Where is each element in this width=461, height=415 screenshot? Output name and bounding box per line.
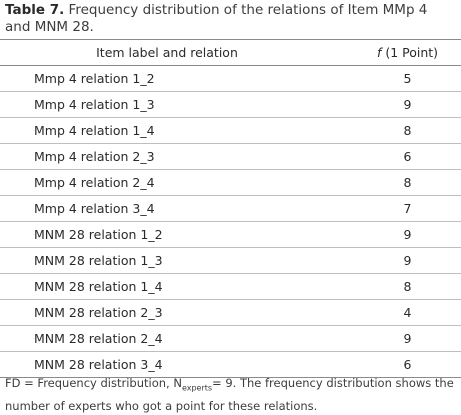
header-frequency-symbol: f xyxy=(376,45,382,60)
header-row: Item label and relation f (1 Point) xyxy=(0,39,461,66)
footnote-subscript: experts xyxy=(181,383,213,393)
relation-cell: Mmp 4 relation 1_2 xyxy=(0,65,334,92)
value-cell: 5 xyxy=(334,65,461,92)
table-row: MNM 28 relation 3_4 6 xyxy=(0,351,461,378)
value-cell: 8 xyxy=(334,169,461,196)
table-caption: Table 7. Frequency distribution of the r… xyxy=(5,2,457,36)
relation-cell: Mmp 4 relation 3_4 xyxy=(0,195,334,222)
header-item-label: Item label and relation xyxy=(0,39,334,66)
value-cell: 9 xyxy=(334,247,461,274)
table-row: Mmp 4 relation 2_4 8 xyxy=(0,169,461,196)
relation-cell: Mmp 4 relation 2_4 xyxy=(0,169,334,196)
value-cell: 6 xyxy=(334,351,461,378)
table-row: Mmp 4 relation 1_2 5 xyxy=(0,65,461,92)
table-row: MNM 28 relation 1_4 8 xyxy=(0,273,461,300)
table-row: Mmp 4 relation 3_4 7 xyxy=(0,195,461,222)
value-cell: 9 xyxy=(334,221,461,248)
table-row: Mmp 4 relation 2_3 6 xyxy=(0,143,461,170)
relation-cell: MNM 28 relation 2_4 xyxy=(0,325,334,352)
header-frequency-text: (1 Point) xyxy=(385,45,439,60)
table-row: MNM 28 relation 2_3 4 xyxy=(0,299,461,326)
table-row: MNM 28 relation 2_4 9 xyxy=(0,325,461,352)
table-caption-text: Frequency distribution of the relations … xyxy=(5,2,428,35)
footnote-text-start: FD = Frequency distribution, N xyxy=(5,376,182,390)
value-cell: 9 xyxy=(334,325,461,352)
relation-cell: MNM 28 relation 1_2 xyxy=(0,221,334,248)
footnote-text-end: = 9. The frequency distribution shows th… xyxy=(5,376,454,414)
table-footnote: FD = Frequency distribution, Nexperts= 9… xyxy=(5,374,457,415)
relation-cell: Mmp 4 relation 1_3 xyxy=(0,91,334,118)
value-cell: 8 xyxy=(334,273,461,300)
relation-cell: Mmp 4 relation 2_3 xyxy=(0,143,334,170)
value-cell: 9 xyxy=(334,91,461,118)
table-label: Table 7. xyxy=(5,2,65,18)
header-frequency: f (1 Point) xyxy=(334,39,461,66)
relation-cell: MNM 28 relation 3_4 xyxy=(0,351,334,378)
value-cell: 8 xyxy=(334,117,461,144)
relation-cell: MNM 28 relation 1_4 xyxy=(0,273,334,300)
table-row: Mmp 4 relation 1_3 9 xyxy=(0,91,461,118)
table-row: MNM 28 relation 1_2 9 xyxy=(0,221,461,248)
frequency-table: Item label and relation f (1 Point) Mmp … xyxy=(0,39,461,378)
relation-cell: Mmp 4 relation 1_4 xyxy=(0,117,334,144)
table-row: Mmp 4 relation 1_4 8 xyxy=(0,117,461,144)
value-cell: 7 xyxy=(334,195,461,222)
relation-cell: MNM 28 relation 2_3 xyxy=(0,299,334,326)
value-cell: 6 xyxy=(334,143,461,170)
value-cell: 4 xyxy=(334,299,461,326)
table-row: MNM 28 relation 1_3 9 xyxy=(0,247,461,274)
relation-cell: MNM 28 relation 1_3 xyxy=(0,247,334,274)
